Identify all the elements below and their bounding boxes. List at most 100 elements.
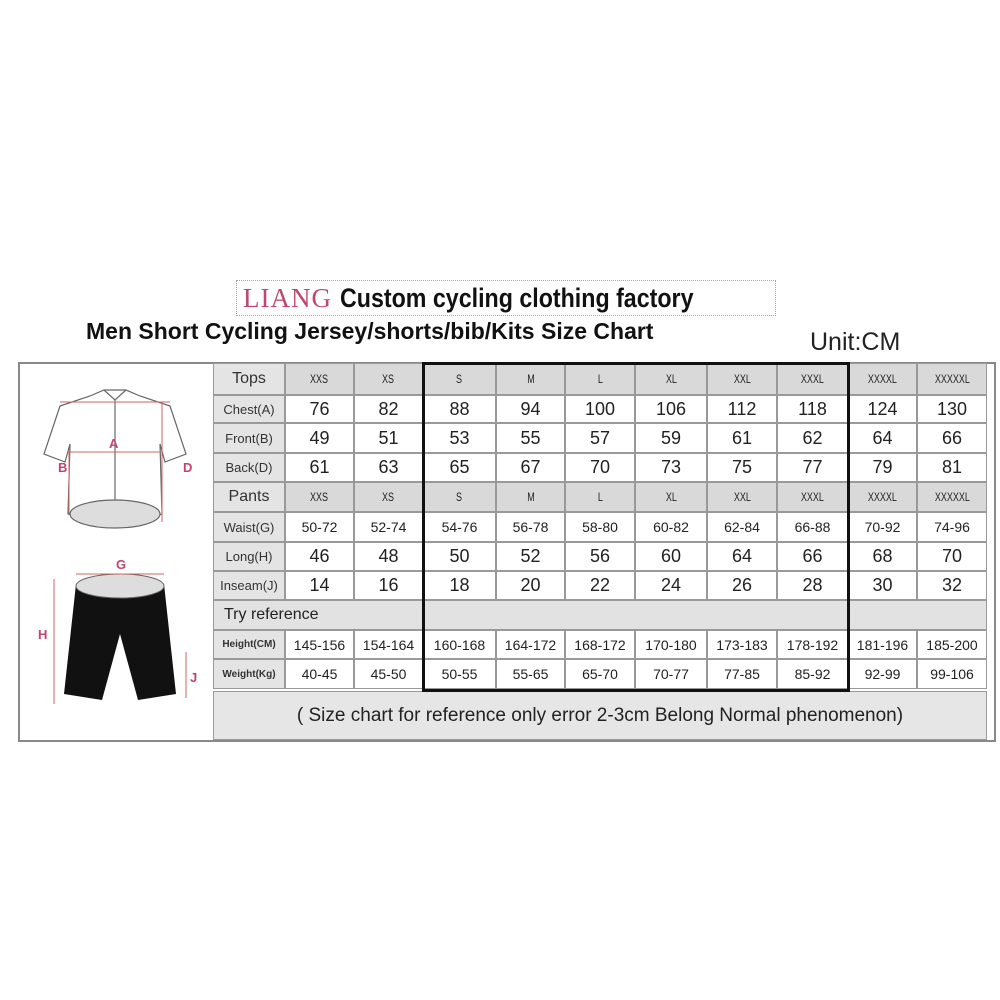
tops-size-header: S [423, 363, 496, 395]
table-cell: 76 [285, 395, 354, 423]
table-cell: 112 [707, 395, 777, 423]
table-cell: 81 [917, 453, 987, 482]
table-cell: 49 [285, 423, 354, 453]
table-cell: 65-70 [565, 659, 635, 689]
pants-size-header: XXXXXL [917, 482, 987, 512]
shorts-measure-lines [53, 573, 187, 704]
label-a: A [109, 436, 119, 451]
size-label: M [526, 372, 535, 386]
table-cell: 53 [423, 423, 496, 453]
table-cell: 181-196 [848, 630, 917, 659]
table-cell: 40-45 [285, 659, 354, 689]
table-cell: 59 [635, 423, 707, 453]
table-cell: 62 [777, 423, 848, 453]
tops-size-header: L [565, 363, 635, 395]
brand-tagline: Custom cycling clothing factory [339, 282, 694, 313]
table-cell: 160-168 [423, 630, 496, 659]
tops-size-header: XXXXXL [917, 363, 987, 395]
table-cell: 63 [354, 453, 423, 482]
table-cell: 170-180 [635, 630, 707, 659]
table-cell: 62-84 [707, 512, 777, 542]
size-label: M [526, 490, 535, 504]
row-label: Chest(A) [213, 395, 285, 423]
size-label: XXXXL [867, 490, 898, 504]
pants-size-header: XS [354, 482, 423, 512]
table-cell: 75 [707, 453, 777, 482]
table-cell: 16 [354, 571, 423, 600]
table-cell: 30 [848, 571, 917, 600]
table-cell: 99-106 [917, 659, 987, 689]
brand-banner: LIANG Custom cycling clothing factory [236, 280, 776, 316]
table-cell: 94 [496, 395, 565, 423]
table-cell: 57 [565, 423, 635, 453]
table-cell: 14 [285, 571, 354, 600]
row-label: Front(B) [213, 423, 285, 453]
table-cell: 20 [496, 571, 565, 600]
size-label: L [597, 372, 603, 386]
table-cell: 52 [496, 542, 565, 571]
table-cell: 24 [635, 571, 707, 600]
label-d: D [183, 460, 192, 475]
table-cell: 79 [848, 453, 917, 482]
tops-size-header: XXXL [777, 363, 848, 395]
size-label: XXXL [800, 372, 825, 386]
tops-size-header: XXXXL [848, 363, 917, 395]
size-label: S [456, 372, 463, 386]
table-cell: 48 [354, 542, 423, 571]
size-label: XL [665, 490, 677, 504]
tops-size-header: XS [354, 363, 423, 395]
table-cell: 50-55 [423, 659, 496, 689]
table-cell: 28 [777, 571, 848, 600]
pants-size-header: M [496, 482, 565, 512]
row-label: Inseam(J) [213, 571, 285, 600]
table-cell: 50 [423, 542, 496, 571]
table-cell: 66-88 [777, 512, 848, 542]
footnote: ( Size chart for reference only error 2-… [213, 691, 987, 740]
table-cell: 168-172 [565, 630, 635, 659]
table-cell: 70-92 [848, 512, 917, 542]
size-label: XS [382, 490, 395, 504]
jersey-measure-lines [60, 401, 170, 522]
tops-size-header: XL [635, 363, 707, 395]
table-cell: 73 [635, 453, 707, 482]
table-cell: 185-200 [917, 630, 987, 659]
table-cell: 70 [565, 453, 635, 482]
tops-size-header: XXS [285, 363, 354, 395]
pants-size-header: XXL [707, 482, 777, 512]
table-cell: 46 [285, 542, 354, 571]
table-cell: 88 [423, 395, 496, 423]
row-label: Height(CM) [213, 630, 285, 659]
table-cell: 32 [917, 571, 987, 600]
table-cell: 18 [423, 571, 496, 600]
table-cell: 52-74 [354, 512, 423, 542]
table-cell: 173-183 [707, 630, 777, 659]
table-cell: 66 [777, 542, 848, 571]
pants-size-header: XXXL [777, 482, 848, 512]
label-h: H [38, 627, 47, 642]
table-cell: 70-77 [635, 659, 707, 689]
table-cell: 70 [917, 542, 987, 571]
table-cell: 50-72 [285, 512, 354, 542]
row-label: Waist(G) [213, 512, 285, 542]
size-label: XXL [733, 490, 751, 504]
size-label: XXXXL [867, 372, 898, 386]
size-label: XXS [310, 490, 329, 504]
table-cell: 68 [848, 542, 917, 571]
table-cell: 45-50 [354, 659, 423, 689]
label-g: G [116, 557, 126, 572]
table-cell: 92-99 [848, 659, 917, 689]
table-cell: 178-192 [777, 630, 848, 659]
size-label: XXL [733, 372, 751, 386]
table-cell: 58-80 [565, 512, 635, 542]
size-label: S [456, 490, 463, 504]
tops-size-header: M [496, 363, 565, 395]
size-label: XS [382, 372, 395, 386]
table-cell: 61 [285, 453, 354, 482]
table-cell: 154-164 [354, 630, 423, 659]
table-cell: 61 [707, 423, 777, 453]
table-cell: 65 [423, 453, 496, 482]
table-cell: 64 [848, 423, 917, 453]
size-label: XXXXXL [934, 490, 970, 504]
pants-size-header: XXS [285, 482, 354, 512]
table-cell: 26 [707, 571, 777, 600]
